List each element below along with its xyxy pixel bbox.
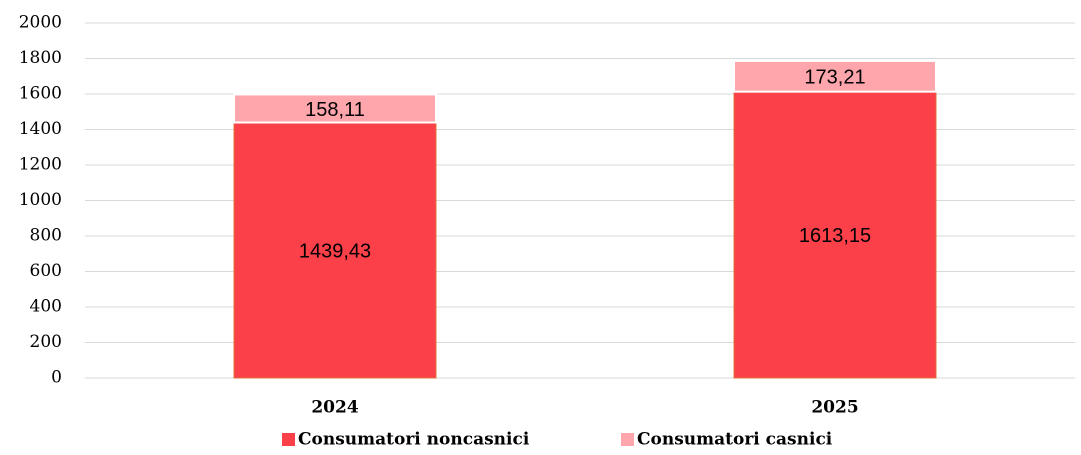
y-tick-label: 2000 [19,13,62,33]
legend-swatch [621,433,634,446]
bar-segment [733,59,937,93]
y-tick-label: 800 [30,226,62,246]
y-tick-label: 1000 [19,190,62,210]
y-tick-label: 1800 [19,48,62,68]
bar-segment [733,91,937,379]
y-tick-label: 0 [51,368,62,388]
y-tick-label: 1400 [19,119,62,139]
x-tick-label: 2024 [311,398,358,418]
bar-segment [233,93,437,124]
y-tick-label: 400 [30,297,62,317]
y-tick-label: 1200 [19,155,62,175]
data-label: 158,11 [305,99,365,121]
legend-label: Consumatori casnici [637,430,833,450]
data-label: 173,21 [804,67,865,89]
y-tick-label: 200 [30,332,62,352]
y-tick-label: 1600 [19,84,62,104]
legend-label: Consumatori noncasnici [298,430,530,450]
data-label: 1439,43 [299,241,371,263]
y-tick-label: 600 [30,261,62,281]
legend-swatch [282,433,295,446]
bar-segment [233,122,437,379]
data-label: 1613,15 [799,225,871,247]
x-tick-label: 2025 [811,398,858,418]
